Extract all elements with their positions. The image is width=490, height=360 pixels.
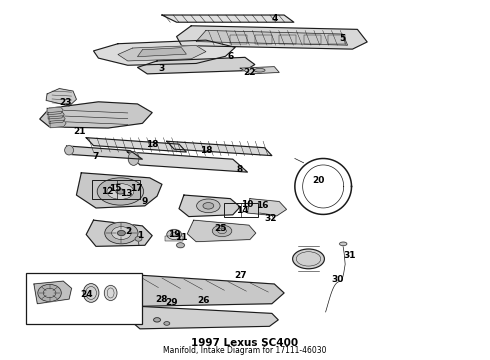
Text: 6: 6: [227, 52, 233, 61]
Text: 13: 13: [121, 189, 133, 198]
Bar: [224, 203, 258, 217]
Text: 30: 30: [332, 275, 344, 284]
Text: 3: 3: [159, 64, 165, 73]
Polygon shape: [128, 152, 247, 172]
Bar: [279, 35, 296, 44]
Polygon shape: [176, 26, 367, 49]
Bar: [26, 273, 143, 324]
Bar: [304, 35, 321, 44]
Polygon shape: [129, 306, 278, 329]
Polygon shape: [138, 57, 255, 74]
Ellipse shape: [105, 222, 138, 244]
Text: 8: 8: [237, 165, 243, 174]
Ellipse shape: [167, 229, 181, 239]
Text: 16: 16: [256, 201, 269, 210]
Ellipse shape: [340, 242, 347, 246]
Ellipse shape: [97, 178, 144, 205]
Text: 22: 22: [244, 68, 256, 77]
Bar: [255, 35, 272, 44]
Text: 26: 26: [197, 296, 210, 305]
Polygon shape: [49, 116, 65, 123]
Text: 15: 15: [109, 184, 122, 193]
Polygon shape: [86, 138, 186, 152]
Text: 21: 21: [74, 127, 86, 136]
Bar: [230, 35, 247, 44]
Bar: [165, 235, 183, 241]
Ellipse shape: [212, 225, 232, 237]
Polygon shape: [34, 281, 72, 304]
Ellipse shape: [176, 243, 184, 248]
Text: 19: 19: [168, 230, 180, 239]
Text: 27: 27: [234, 270, 246, 279]
Polygon shape: [167, 141, 272, 156]
Text: Manifold, Intake Diagram for 17111-46030: Manifold, Intake Diagram for 17111-46030: [163, 346, 327, 355]
Text: 20: 20: [312, 176, 324, 185]
Ellipse shape: [203, 203, 214, 209]
Polygon shape: [86, 220, 152, 246]
Ellipse shape: [293, 249, 324, 269]
Ellipse shape: [128, 152, 139, 165]
Polygon shape: [48, 112, 64, 119]
Ellipse shape: [116, 189, 125, 194]
Polygon shape: [50, 120, 66, 128]
Text: 4: 4: [271, 14, 277, 23]
Ellipse shape: [118, 230, 125, 235]
Polygon shape: [196, 31, 347, 45]
Polygon shape: [138, 48, 186, 57]
Ellipse shape: [65, 145, 74, 155]
Polygon shape: [187, 220, 256, 242]
Bar: [92, 180, 140, 199]
Text: 12: 12: [101, 187, 114, 196]
Text: 18: 18: [199, 146, 212, 155]
Ellipse shape: [112, 226, 131, 239]
Polygon shape: [40, 102, 152, 128]
Text: 9: 9: [142, 197, 148, 206]
Text: 29: 29: [166, 298, 178, 307]
Text: 32: 32: [264, 214, 277, 223]
Text: 23: 23: [59, 98, 72, 107]
Ellipse shape: [104, 285, 117, 301]
Polygon shape: [46, 89, 76, 106]
Text: 25: 25: [214, 224, 227, 233]
Polygon shape: [47, 107, 63, 115]
Text: 18: 18: [146, 140, 158, 149]
Text: 5: 5: [340, 34, 346, 43]
Text: 14: 14: [236, 206, 249, 215]
Ellipse shape: [107, 184, 134, 199]
Bar: [328, 35, 345, 44]
Text: 7: 7: [93, 152, 99, 161]
Text: 1: 1: [137, 231, 143, 240]
Polygon shape: [240, 67, 279, 74]
Text: 31: 31: [344, 251, 356, 260]
Polygon shape: [76, 173, 162, 208]
Ellipse shape: [38, 284, 61, 302]
Polygon shape: [247, 199, 287, 216]
Polygon shape: [162, 15, 294, 22]
Text: 28: 28: [156, 294, 168, 303]
Ellipse shape: [154, 318, 160, 322]
Ellipse shape: [83, 284, 99, 302]
Text: 17: 17: [130, 184, 143, 193]
Polygon shape: [179, 195, 240, 217]
Text: 10: 10: [241, 200, 254, 209]
Text: 11: 11: [175, 233, 188, 242]
Text: 1997 Lexus SC400: 1997 Lexus SC400: [192, 338, 298, 348]
Text: 24: 24: [80, 290, 93, 299]
Ellipse shape: [135, 237, 142, 241]
Polygon shape: [118, 45, 206, 61]
Polygon shape: [130, 275, 284, 306]
Ellipse shape: [196, 199, 220, 213]
Text: 2: 2: [125, 228, 132, 237]
Polygon shape: [67, 146, 143, 159]
Ellipse shape: [164, 321, 170, 325]
Polygon shape: [94, 40, 235, 65]
Ellipse shape: [254, 68, 265, 72]
